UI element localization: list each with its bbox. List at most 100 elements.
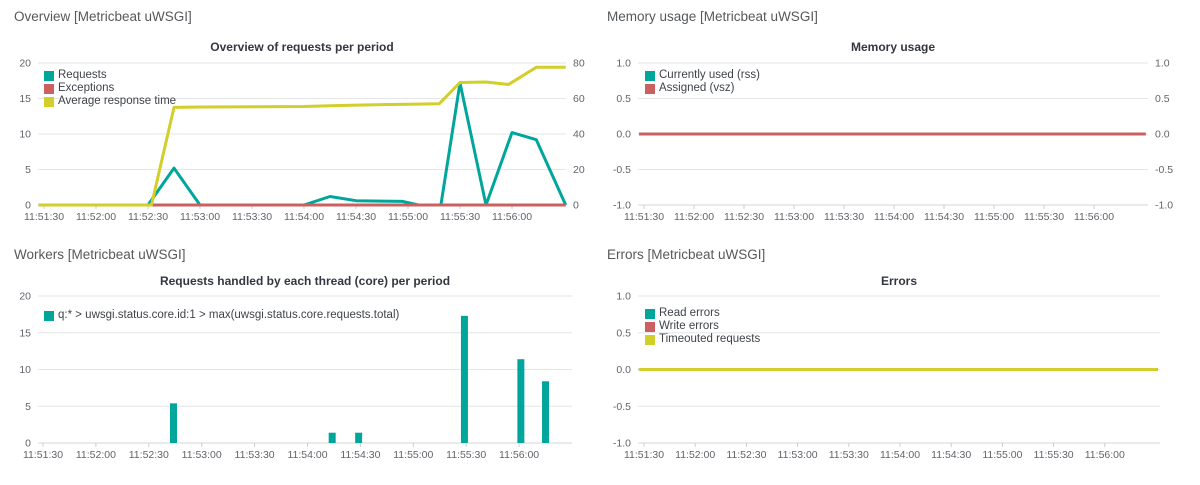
chart-workers[interactable]: 20 15 10 5 0 11:51:30 11:52:00 11:52:30 11:53:00…: [0, 240, 600, 485]
y-axis-tick-label: 10: [19, 364, 31, 376]
x-axis-tick-label: 11:55:30: [1024, 211, 1064, 223]
x-axis-tick-label: 11:54:00: [874, 211, 914, 223]
y-axis-tick-label: 20: [19, 58, 31, 70]
x-axis-tick-label: 11:51:30: [624, 211, 664, 223]
y-axis-tick-label: 1.0: [616, 58, 631, 70]
legend-item-average-response-time[interactable]: Average response time: [44, 95, 176, 107]
panel-title-overview: Overview [Metricbeat uWSGI]: [14, 9, 192, 24]
y-axis-tick-label: 0: [25, 438, 31, 450]
x-axis-tick-label: 11:53:00: [774, 211, 814, 223]
chart-title-overview: Overview of requests per period: [210, 40, 394, 54]
x-axis-tick-label: 11:53:30: [829, 449, 869, 461]
legend-item-requests[interactable]: Requests: [44, 69, 176, 81]
legend-swatch-icon: [44, 310, 54, 321]
x-axis-tick-label: 11:52:30: [128, 211, 168, 223]
y-axis-tick-label: -0.5: [613, 164, 631, 176]
y-axis-right-tick-label: 80: [573, 58, 585, 70]
y-axis-right-tick-label: 0: [573, 200, 579, 212]
legend-label: Assigned (vsz): [659, 82, 735, 94]
x-axis-tick-label: 11:55:30: [1034, 449, 1074, 461]
legend-label: Exceptions: [58, 82, 115, 94]
x-axis-tick-label: 11:53:30: [235, 449, 275, 461]
y-axis-tick-label: 5: [25, 164, 31, 176]
x-axis-tick-label: 11:54:30: [340, 449, 380, 461]
x-axis-tick-label: 11:54:30: [931, 449, 971, 461]
x-axis-tick-label: 11:52:00: [674, 211, 714, 223]
y-axis-tick-label: 1.0: [616, 291, 631, 303]
chart-memory[interactable]: 1.0 1.0 0.5 0.5 0.0 0.0 -0.5 -0.5 -1.0 -1.0 11:51:…: [600, 0, 1200, 240]
legend-item-read-errors[interactable]: Read errors: [645, 307, 760, 319]
panel-title-memory: Memory usage [Metricbeat uWSGI]: [607, 9, 818, 24]
series-line-teal[interactable]: [38, 81, 568, 207]
workers-threads-chart[interactable]: 20 15 10 5 011:51:30 11:52:00 11:52:30 11:53:00…: [0, 240, 600, 485]
panel-title-errors: Errors [Metricbeat uWSGI]: [607, 247, 766, 262]
x-axis-tick-label: 11:55:00: [974, 211, 1014, 223]
legend-item-write-errors[interactable]: Write errors: [645, 320, 760, 332]
legend-item-assigned-vsz[interactable]: Assigned (vsz): [645, 82, 760, 94]
legend-memory: Currently used (rss) Assigned (vsz): [645, 69, 760, 94]
x-axis-tick-label: 11:52:30: [724, 211, 764, 223]
series-line-yellow[interactable]: [38, 65, 566, 207]
panel-workers: Workers [Metricbeat uWSGI] Requests hand…: [0, 240, 600, 485]
legend-label: Timeouted requests: [659, 333, 761, 345]
x-axis-tick-label: 11:55:30: [446, 449, 486, 461]
legend-swatch-icon: [645, 321, 655, 332]
x-axis-tick-label: 11:52:00: [76, 211, 116, 223]
chart-overview[interactable]: 20 80 15 60 10 40 5 20 0 0 11:51:30 11:52:00 11:52:3…: [0, 0, 600, 240]
bar[interactable]: [328, 432, 336, 443]
x-axis-tick-label: 11:55:00: [982, 449, 1022, 461]
x-axis-tick-label: 11:52:30: [129, 449, 169, 461]
bar[interactable]: [355, 432, 363, 443]
legend-swatch-icon: [645, 308, 655, 319]
x-axis-tick-label: 11:51:30: [624, 449, 664, 461]
y-axis-tick-label: 5: [25, 401, 31, 413]
legend-swatch-icon: [44, 83, 54, 94]
legend-item-exceptions[interactable]: Exceptions: [44, 82, 176, 94]
legend-swatch-icon: [44, 70, 54, 81]
legend-swatch-icon: [645, 334, 655, 345]
x-axis-tick-label: 11:55:00: [393, 449, 433, 461]
x-axis-tick-label: 11:53:30: [824, 211, 864, 223]
memory-usage-chart[interactable]: 1.0 1.00.5 0.50.0 0.0-0.5 -0.5-1.0 -1.011:51:…: [600, 0, 1200, 240]
panel-overview: Overview [Metricbeat uWSGI] Overview of …: [0, 0, 600, 240]
bar[interactable]: [517, 359, 525, 443]
legend-label: Currently used (rss): [659, 69, 760, 81]
legend-errors: Read errors Write errors Timeouted request…: [645, 307, 761, 345]
panel-memory: Memory usage [Metricbeat uWSGI] Memory u…: [600, 0, 1200, 240]
x-axis-tick-label: 11:54:30: [336, 211, 376, 223]
legend-overview: Requests Exceptions Average response time: [44, 69, 176, 107]
bar[interactable]: [169, 403, 177, 443]
legend-item-timeouted-requests[interactable]: Timeouted requests: [645, 333, 761, 345]
x-axis-tick-label: 11:55:00: [388, 211, 428, 223]
y-axis-tick-label: 20: [19, 291, 31, 303]
y-axis-right-tick-label: -1.0: [1155, 200, 1173, 212]
bar[interactable]: [460, 315, 468, 443]
legend-swatch-icon: [645, 70, 655, 81]
legend-item-currently-used-rss[interactable]: Currently used (rss): [645, 69, 760, 81]
x-axis-tick-label: 11:54:00: [287, 449, 327, 461]
x-axis-tick-label: 11:54:30: [924, 211, 964, 223]
x-axis-tick-label: 11:56:00: [1074, 211, 1114, 223]
chart-errors[interactable]: 1.0 0.5 0.0 -0.5 -1.0 11:51:30 11:52:00 11:52:3…: [600, 240, 1200, 485]
y-axis-right-tick-label: 0.5: [1155, 93, 1170, 105]
x-axis-tick-label: 11:52:00: [675, 449, 715, 461]
legend-swatch-icon: [645, 83, 655, 94]
y-axis-tick-label: 10: [19, 129, 31, 141]
y-axis-right-tick-label: 0.0: [1155, 129, 1170, 141]
x-axis-tick-label: 11:56:00: [1085, 449, 1125, 461]
y-axis-tick-label: -1.0: [613, 438, 631, 450]
x-axis-tick-label: 11:52:00: [76, 449, 116, 461]
legend-label: q:* > uwsgi.status.core.id:1 > max(uwsgi…: [58, 309, 400, 321]
x-axis-tick-label: 11:52:30: [726, 449, 766, 461]
x-axis-tick-label: 11:53:00: [182, 449, 222, 461]
legend-label: Requests: [58, 69, 107, 81]
legend-label: Read errors: [659, 307, 720, 319]
errors-chart[interactable]: 1.0 0.5 0.0 -0.5 -1.011:51:30 11:52:00 11:52:3…: [600, 240, 1200, 485]
x-axis-tick-label: 11:54:00: [284, 211, 324, 223]
x-axis-tick-label: 11:51:30: [23, 449, 63, 461]
bar[interactable]: [542, 381, 550, 443]
y-axis-tick-label: 15: [19, 93, 31, 105]
legend-item-q-uwsgi-status-core-id-1-max-uwsgi-status-core-requests-total[interactable]: q:* > uwsgi.status.core.id:1 > max(uwsgi…: [44, 309, 400, 321]
